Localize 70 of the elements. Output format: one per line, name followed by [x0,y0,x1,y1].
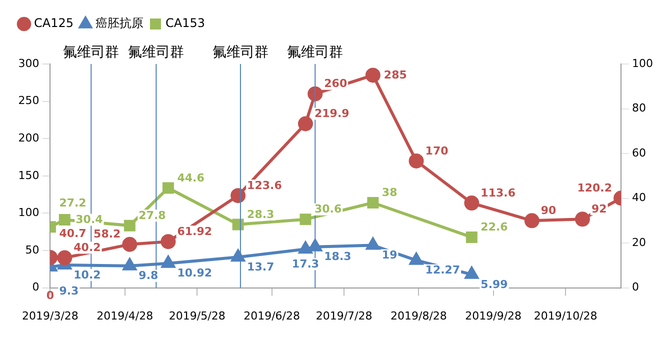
point [122,236,138,252]
y2-tick-label: 60 [632,146,646,160]
ref-line-label: 氟维司群 [287,44,344,61]
y-tick-label: 100 [18,206,40,220]
point [230,188,246,204]
data-label: 5.99 [480,278,508,291]
point [524,213,540,228]
y-tick-label: 200 [18,131,40,144]
data-label: 113.6 [480,186,516,200]
legend-label: CA153 [165,16,205,30]
y2-tick-label: 80 [632,102,646,115]
y-tick-label: 250 [18,94,40,108]
data-label: 13.7 [247,260,274,274]
data-label: 38 [382,186,398,200]
legend-label: 癌胚抗原 [95,16,144,30]
data-label: 61.92 [177,224,212,238]
data-label: 44.6 [177,171,205,184]
data-label: 123.6 [247,178,282,192]
point [57,250,72,266]
data-label: 27.2 [59,196,86,210]
point [298,116,313,132]
y2-tick-label: 100 [632,56,654,70]
y-tick-label: 0 [32,280,40,294]
y-tick-label: 150 [18,168,40,182]
ref-line-label: 氟维司群 [212,44,268,61]
y2-tick-label: 20 [632,236,646,249]
data-label: 9.3 [59,284,79,298]
data-label: 28.3 [247,208,274,221]
data-label: 9.8 [138,269,158,282]
data-label: 30.4 [76,213,104,226]
point [160,234,176,250]
ref-line-label: 氟维司群 [63,44,120,61]
data-label: 90 [540,204,557,218]
y2-tick-label: 40 [632,191,646,204]
ref-line-label: 氟维司群 [128,44,184,61]
data-label: 260 [324,77,348,90]
x-tick-label: 2019/4/28 [96,309,154,322]
data-label: 170 [425,144,449,158]
data-label: 17.3 [292,257,320,270]
data-label: 40.2 [74,241,101,254]
point [408,153,424,168]
x-tick-label: 2019/10/28 [534,309,598,322]
data-label: 285 [384,68,407,82]
x-tick-label: 2019/5/28 [168,309,226,322]
y2-tick-label: 0 [632,280,640,294]
data-label: 30.6 [314,202,342,216]
data-label: 19 [382,248,398,262]
y-tick-label: 50 [25,243,40,256]
data-label: 22.6 [480,220,508,234]
x-tick-label: 2019/6/28 [244,309,300,322]
data-label: 27.8 [138,208,166,222]
data-label: 120.2 [577,181,612,194]
legend-label: CA125 [34,16,74,30]
point [464,196,480,211]
data-label: 40.7 [59,226,86,240]
point [574,212,590,227]
x-tick-label: 2019/8/28 [390,309,447,322]
x-tick-label: 2019/7/28 [316,309,372,322]
x-tick-label: 2019/3/28 [22,309,78,322]
point [365,68,380,83]
data-label: 92 [591,202,607,216]
text: 0 [46,289,54,302]
data-label: 12.27 [425,264,460,277]
data-label: 219.9 [314,107,350,120]
y-tick-label: 300 [18,56,40,70]
data-label: 10.92 [177,266,212,280]
data-label: 10.2 [74,268,101,282]
data-label: 58.2 [94,228,121,241]
x-tick-label: 2019/9/28 [465,309,522,322]
data-label: 18.3 [324,250,352,264]
